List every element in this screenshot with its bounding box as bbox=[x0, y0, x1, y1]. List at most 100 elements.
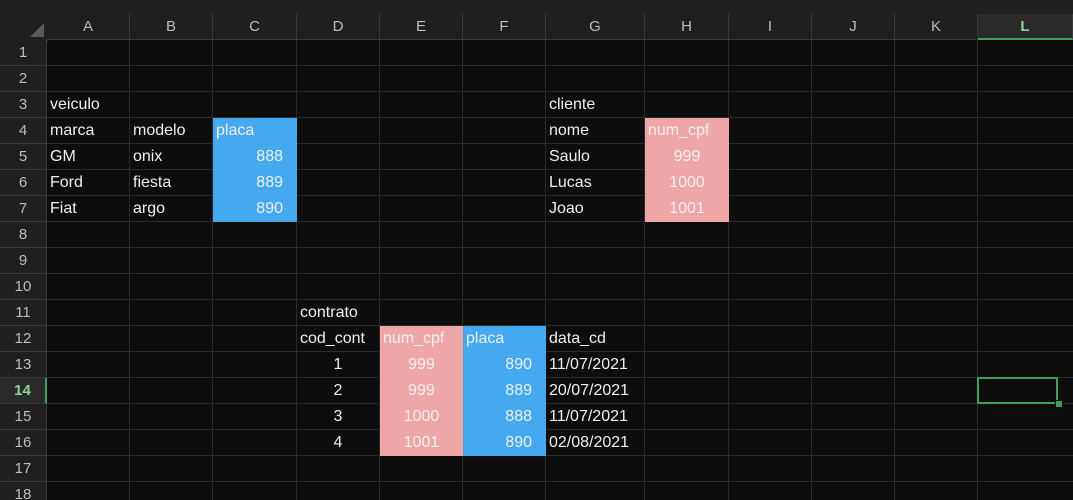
grid-vertical-line bbox=[811, 40, 812, 500]
cell-h5[interactable]: 999 bbox=[645, 144, 729, 170]
cell-g12[interactable]: data_cd bbox=[549, 329, 606, 347]
row-header-14[interactable]: 14 bbox=[0, 378, 47, 404]
row-header-18[interactable]: 18 bbox=[0, 482, 47, 500]
grid-horizontal-line bbox=[47, 325, 1073, 326]
row-header-3[interactable]: 3 bbox=[0, 92, 47, 118]
cell-c6[interactable]: 889 bbox=[213, 170, 297, 196]
active-cell-selection[interactable] bbox=[977, 377, 1058, 404]
column-header-e[interactable]: E bbox=[380, 14, 463, 40]
cell-g6[interactable]: Lucas bbox=[549, 173, 592, 191]
column-header-k[interactable]: K bbox=[895, 14, 978, 40]
cell-c5[interactable]: 888 bbox=[213, 144, 297, 170]
grid-horizontal-line bbox=[47, 481, 1073, 482]
row-header-12[interactable]: 12 bbox=[0, 326, 47, 352]
column-header-f[interactable]: F bbox=[463, 14, 546, 40]
row-header-16[interactable]: 16 bbox=[0, 430, 47, 456]
cell-a6[interactable]: Ford bbox=[50, 173, 83, 191]
cell-a3[interactable]: veiculo bbox=[50, 95, 100, 113]
fill-handle[interactable] bbox=[1055, 400, 1063, 408]
select-all-icon bbox=[30, 23, 44, 37]
row-header-13[interactable]: 13 bbox=[0, 352, 47, 378]
cell-b4[interactable]: modelo bbox=[133, 121, 186, 139]
grid-horizontal-line bbox=[47, 195, 1073, 196]
row-header-1[interactable]: 1 bbox=[0, 40, 47, 66]
column-header-d[interactable]: D bbox=[297, 14, 380, 40]
column-header-c[interactable]: C bbox=[213, 14, 297, 40]
grid-vertical-line bbox=[728, 40, 729, 500]
cell-d12[interactable]: cod_cont bbox=[300, 329, 365, 347]
grid-vertical-line bbox=[296, 40, 297, 500]
cell-f16[interactable]: 890 bbox=[463, 430, 546, 456]
cell-d14[interactable]: 2 bbox=[333, 381, 343, 399]
cell-g3[interactable]: cliente bbox=[549, 95, 596, 113]
column-header-j[interactable]: J bbox=[812, 14, 895, 40]
cell-f12[interactable]: placa bbox=[463, 326, 546, 352]
cell-f13[interactable]: 890 bbox=[463, 352, 546, 378]
cell-g5[interactable]: Saulo bbox=[549, 147, 590, 165]
grid-vertical-line bbox=[644, 40, 645, 500]
column-header-g[interactable]: G bbox=[546, 14, 645, 40]
grid-horizontal-line bbox=[47, 169, 1073, 170]
row-header-11[interactable]: 11 bbox=[0, 300, 47, 326]
cell-g15[interactable]: 11/07/2021 bbox=[549, 407, 628, 425]
grid-vertical-line bbox=[545, 40, 546, 500]
grid-horizontal-line bbox=[47, 91, 1073, 92]
grid-horizontal-line bbox=[47, 455, 1073, 456]
row-header-9[interactable]: 9 bbox=[0, 248, 47, 274]
grid-vertical-line bbox=[379, 40, 380, 500]
column-header-a[interactable]: A bbox=[47, 14, 130, 40]
row-header-17[interactable]: 17 bbox=[0, 456, 47, 482]
cell-g7[interactable]: Joao bbox=[549, 199, 584, 217]
cell-d11[interactable]: contrato bbox=[300, 303, 358, 321]
column-header-l[interactable]: L bbox=[978, 14, 1073, 40]
grid-horizontal-line bbox=[47, 247, 1073, 248]
cell-h7[interactable]: 1001 bbox=[645, 196, 729, 222]
row-header-5[interactable]: 5 bbox=[0, 144, 47, 170]
cell-f14[interactable]: 889 bbox=[463, 378, 546, 404]
cell-e15[interactable]: 1000 bbox=[380, 404, 463, 430]
cell-c7[interactable]: 890 bbox=[213, 196, 297, 222]
row-header-8[interactable]: 8 bbox=[0, 222, 47, 248]
cell-h6[interactable]: 1000 bbox=[645, 170, 729, 196]
row-header-2[interactable]: 2 bbox=[0, 66, 47, 92]
cell-c4[interactable]: placa bbox=[213, 118, 297, 144]
cell-e13[interactable]: 999 bbox=[380, 352, 463, 378]
cell-b5[interactable]: onix bbox=[133, 147, 163, 165]
column-header-i[interactable]: I bbox=[729, 14, 812, 40]
cell-a7[interactable]: Fiat bbox=[50, 199, 77, 217]
cell-d13[interactable]: 1 bbox=[333, 355, 343, 373]
cell-g16[interactable]: 02/08/2021 bbox=[549, 433, 630, 451]
cell-g14[interactable]: 20/07/2021 bbox=[549, 381, 630, 399]
cell-a5[interactable]: GM bbox=[50, 147, 76, 165]
grid-horizontal-line bbox=[47, 377, 1073, 378]
row-header-15[interactable]: 15 bbox=[0, 404, 47, 430]
row-header-10[interactable]: 10 bbox=[0, 274, 47, 300]
column-header-h[interactable]: H bbox=[645, 14, 729, 40]
grid-horizontal-line bbox=[47, 299, 1073, 300]
grid-horizontal-line bbox=[47, 65, 1073, 66]
grid-horizontal-line bbox=[47, 429, 1073, 430]
row-header-4[interactable]: 4 bbox=[0, 118, 47, 144]
formula-bar-strip bbox=[0, 0, 1073, 14]
cell-a4[interactable]: marca bbox=[50, 121, 95, 139]
grid-horizontal-line bbox=[47, 403, 1073, 404]
select-all-button[interactable] bbox=[0, 14, 48, 41]
grid-vertical-line bbox=[894, 40, 895, 500]
cell-e16[interactable]: 1001 bbox=[380, 430, 463, 456]
cell-h4[interactable]: num_cpf bbox=[645, 118, 729, 144]
cell-g13[interactable]: 11/07/2021 bbox=[549, 355, 628, 373]
cell-b6[interactable]: fiesta bbox=[133, 173, 172, 191]
cell-e12[interactable]: num_cpf bbox=[380, 326, 463, 352]
row-header-7[interactable]: 7 bbox=[0, 196, 47, 222]
column-header-b[interactable]: B bbox=[130, 14, 213, 40]
grid-vertical-line bbox=[212, 40, 213, 500]
grid-vertical-line bbox=[977, 40, 978, 500]
cell-d15[interactable]: 3 bbox=[333, 407, 343, 425]
cell-f15[interactable]: 888 bbox=[463, 404, 546, 430]
cell-d16[interactable]: 4 bbox=[333, 433, 343, 451]
cell-b7[interactable]: argo bbox=[133, 199, 166, 217]
cell-e14[interactable]: 999 bbox=[380, 378, 463, 404]
row-header-6[interactable]: 6 bbox=[0, 170, 47, 196]
cell-g4[interactable]: nome bbox=[549, 121, 590, 139]
